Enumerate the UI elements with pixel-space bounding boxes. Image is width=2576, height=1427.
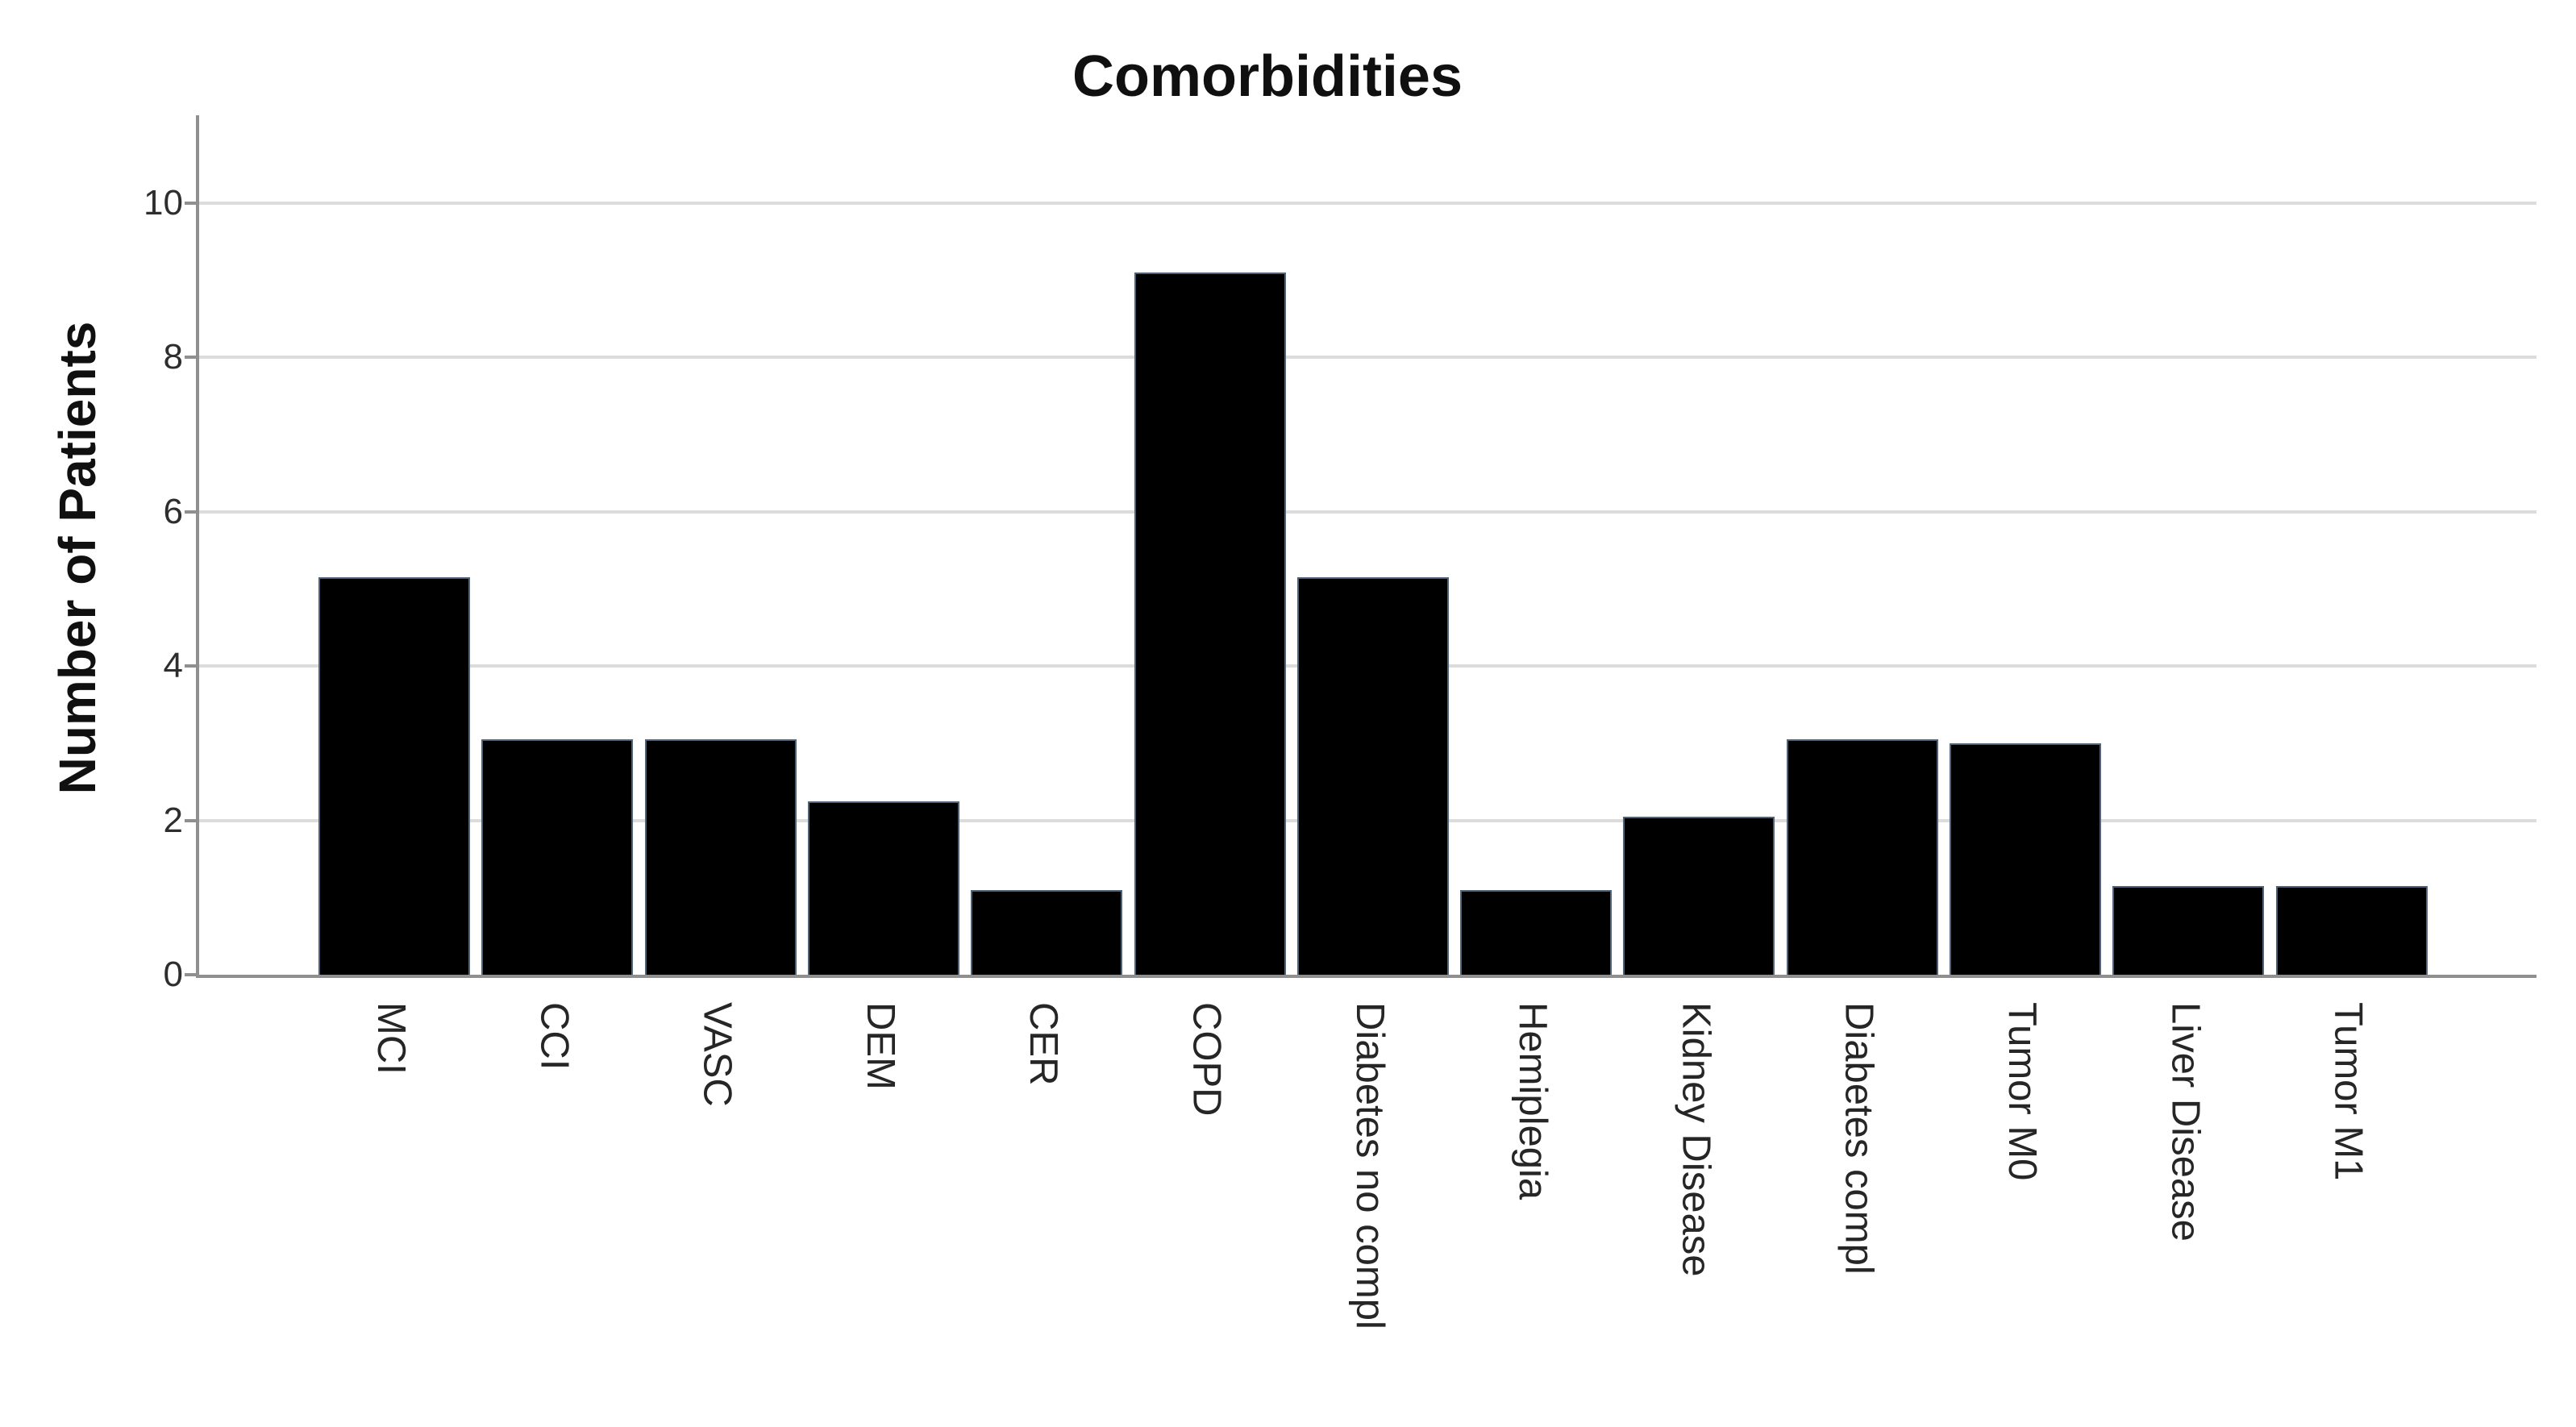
bar-cer [971,889,1123,975]
bar-hemiplegia [1460,889,1613,975]
x-axis-label-cci: CCI [532,1002,576,1071]
gridline-8 [199,356,2536,359]
bar-diabetes-compl [1786,738,1938,975]
chart-title: Comorbidities [1072,44,1463,109]
bar-kidney-disease [1623,816,1775,975]
x-axis-label-dem: DEM [858,1002,902,1090]
x-axis-label-tumor-m1: Tumor M1 [2326,1002,2370,1181]
bar-mci [318,576,470,975]
x-axis-label-diabetes-no-compl: Diabetes no compl [1347,1002,1392,1329]
y-tick-label-0: 0 [163,955,183,994]
y-tick-label-4: 4 [163,646,183,685]
bar-diabetes-no-compl [1296,576,1449,975]
y-tick-mark-8 [185,356,196,359]
y-tick-label-8: 8 [163,337,183,377]
bar-copd [1134,272,1286,975]
x-axis-label-cer: CER [1022,1002,1066,1086]
bar-tumor-m1 [2275,885,2428,975]
y-tick-mark-6 [185,510,196,514]
bar-cci [481,738,634,975]
plot-area: 0 2 4 6 8 10 [144,115,2536,994]
x-axis-label-tumor-m0: Tumor M0 [2000,1002,2044,1181]
y-tick-label-6: 6 [163,491,183,531]
gridline-6 [199,510,2536,514]
bar-liver-disease [2112,885,2265,975]
bar-tumor-m0 [1950,743,2101,975]
bar-vasc [644,738,797,975]
y-tick-label-2: 2 [163,800,183,840]
x-axis-label-diabetes-compl: Diabetes compl [1837,1002,1881,1275]
x-axis-label-hemiplegia: Hemiplegia [1511,1002,1555,1200]
y-tick-mark-4 [185,664,196,668]
y-tick-mark-2 [185,818,196,822]
x-axis-label-kidney-disease: Kidney Disease [1674,1002,1718,1277]
bar-dem [807,801,959,975]
x-axis-label-vasc: VASC [695,1002,739,1107]
y-tick-mark-10 [185,201,196,205]
x-axis-label-mci: MCI [369,1002,413,1075]
gridline-10 [199,201,2536,205]
x-axis-label-copd: COPD [1184,1002,1229,1117]
x-axis-label-liver-disease: Liver Disease [2163,1002,2208,1242]
y-tick-label-10: 10 [144,182,183,223]
y-axis-title: Number of Patients [48,321,106,795]
y-tick-mark-0 [185,973,196,976]
